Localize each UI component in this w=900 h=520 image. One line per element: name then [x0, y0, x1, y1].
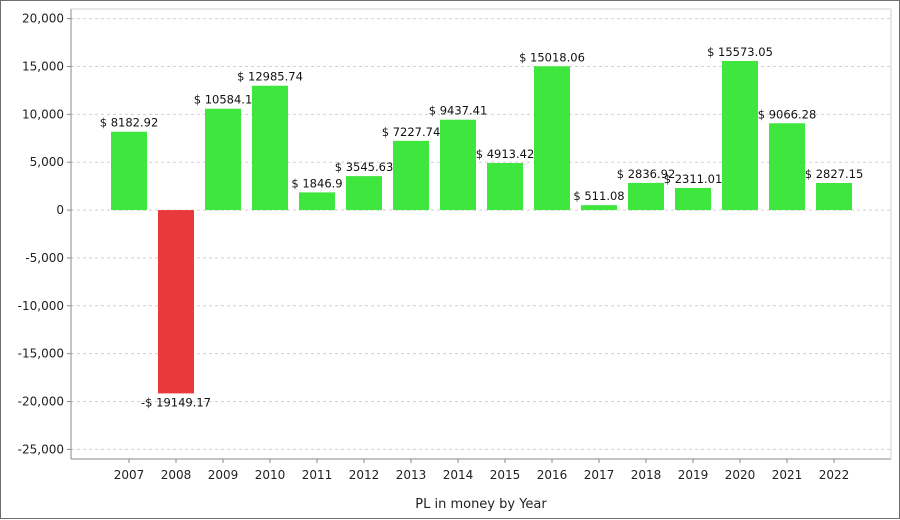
- x-tick-label: 2012: [349, 468, 380, 482]
- bars: [111, 60, 852, 394]
- x-tick-label: 2011: [302, 468, 333, 482]
- bar-2013: [393, 140, 429, 211]
- x-tick-label: 2022: [819, 468, 850, 482]
- axes: [70, 8, 892, 460]
- y-tick-label: 0: [56, 203, 64, 217]
- x-axis-ticks: 2007 2008 2009 2010 2011 2012 2013 2014 2015 2016…: [114, 459, 850, 482]
- bar-2011: [299, 192, 335, 211]
- x-tick-label: 2018: [631, 468, 662, 482]
- data-label: $ 511.08: [573, 189, 624, 203]
- bar-2008: [158, 210, 194, 394]
- y-tick-label: 15,000: [22, 59, 64, 73]
- y-tick-label: 10,000: [22, 107, 64, 121]
- bar-2017: [581, 205, 617, 211]
- bar-2009: [205, 108, 241, 211]
- x-tick-label: 2008: [161, 468, 192, 482]
- x-axis-title: PL in money by Year: [415, 497, 547, 512]
- y-axis-ticks: 20,000 15,000 10,000 5,000 0 -5,000 -10,000 -15…: [18, 12, 71, 456]
- data-label: $ 10584.1: [194, 93, 253, 107]
- data-label: $ 9066.28: [758, 107, 817, 121]
- data-labels: $ 8182.92 -$ 19149.17 $ 10584.1 $ 12985.74 $…: [100, 45, 864, 409]
- x-tick-label: 2013: [396, 468, 427, 482]
- y-tick-label: 20,000: [22, 12, 64, 26]
- bar-2014: [440, 119, 476, 211]
- bar-2020: [722, 60, 758, 211]
- data-label: $ 3545.63: [335, 160, 394, 174]
- data-label: $ 12985.74: [237, 70, 303, 84]
- y-tick-label: -25,000: [18, 442, 64, 456]
- bar-2018: [628, 182, 664, 211]
- data-label: -$ 19149.17: [141, 395, 211, 409]
- x-tick-label: 2014: [443, 468, 474, 482]
- x-tick-label: 2010: [255, 468, 286, 482]
- data-label: $ 15018.06: [519, 50, 585, 64]
- y-tick-label: -10,000: [18, 299, 64, 313]
- x-tick-label: 2007: [114, 468, 145, 482]
- bar-2016: [534, 66, 570, 211]
- x-tick-label: 2017: [584, 468, 615, 482]
- data-label: $ 15573.05: [707, 45, 773, 59]
- bar-2012: [346, 176, 382, 211]
- bar-2022: [816, 182, 852, 211]
- data-label: $ 4913.42: [476, 147, 535, 161]
- x-tick-label: 2021: [772, 468, 803, 482]
- bar-2015: [487, 163, 523, 211]
- x-tick-label: 2020: [725, 468, 756, 482]
- data-label: $ 8182.92: [100, 116, 159, 130]
- y-tick-label: 5,000: [30, 155, 64, 169]
- grid-lines: [71, 18, 891, 450]
- bar-2021: [769, 123, 805, 211]
- y-tick-label: -5,000: [25, 251, 64, 265]
- bar-2007: [111, 131, 147, 211]
- x-tick-label: 2015: [490, 468, 521, 482]
- bar-2019: [675, 187, 711, 211]
- data-label: $ 2827.15: [805, 167, 864, 181]
- y-tick-label: -20,000: [18, 395, 64, 409]
- data-label: $ 2836.92: [617, 167, 676, 181]
- y-tick-label: -15,000: [18, 347, 64, 361]
- x-tick-label: 2019: [678, 468, 709, 482]
- bar-2010: [252, 85, 288, 211]
- data-label: $ 7227.74: [382, 125, 441, 139]
- data-label: $ 9437.41: [429, 104, 488, 118]
- data-label: $ 1846.9: [291, 176, 342, 190]
- data-label: $ 2311.01: [664, 172, 723, 186]
- x-tick-label: 2009: [208, 468, 239, 482]
- x-tick-label: 2016: [537, 468, 568, 482]
